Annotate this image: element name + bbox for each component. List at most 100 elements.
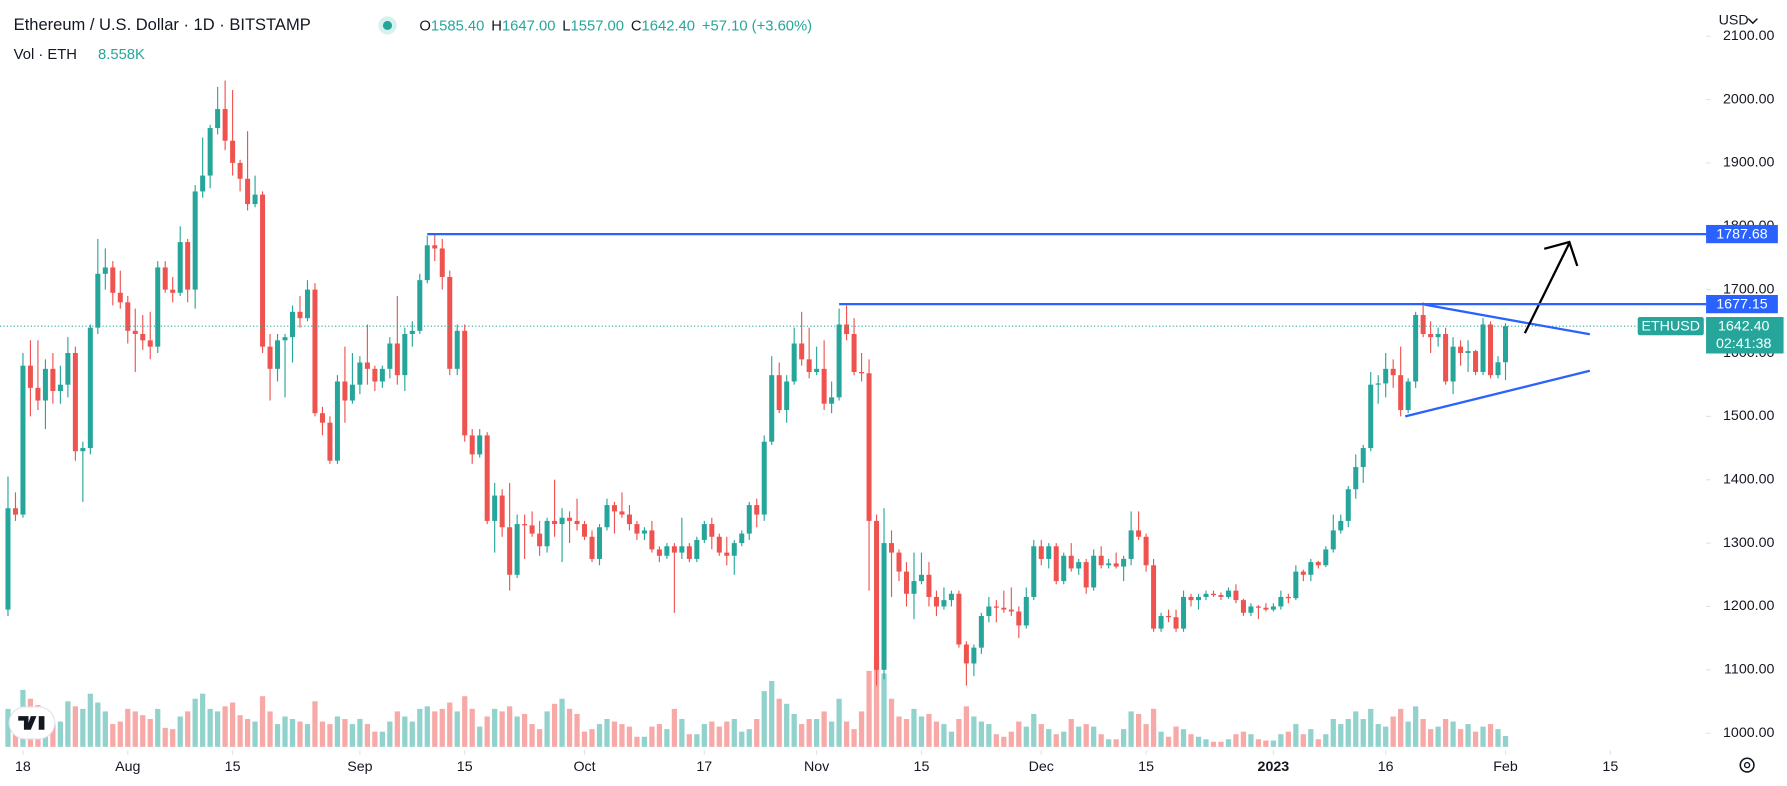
volume-bar xyxy=(978,721,984,747)
candle-body xyxy=(12,508,18,515)
candle-body xyxy=(918,574,924,582)
volume-bar xyxy=(679,719,685,747)
candle-body xyxy=(1308,562,1314,575)
volume-bar xyxy=(1016,721,1022,747)
volume-bar xyxy=(709,721,715,747)
legend-key: L xyxy=(562,19,570,35)
legend-key: C xyxy=(631,19,642,35)
candle-body xyxy=(836,324,842,398)
candle-body xyxy=(671,546,677,553)
candle-body xyxy=(477,435,483,455)
candle-body xyxy=(155,267,161,347)
legend-change: +57.10 (+3.60%) xyxy=(702,19,812,35)
candle-body xyxy=(881,543,887,670)
level-label: 1787.68 xyxy=(1716,226,1768,242)
volume-bar xyxy=(933,721,940,747)
candle-body xyxy=(447,276,453,369)
candle-body xyxy=(1330,530,1336,550)
volume-bar xyxy=(507,706,513,747)
trend-line xyxy=(1424,303,1591,336)
volume-bar xyxy=(237,715,243,747)
y-tick-label: 1300.00 xyxy=(1723,535,1775,551)
candle-body xyxy=(454,330,460,369)
volume-bar xyxy=(1398,708,1404,747)
triangle-drawing xyxy=(1404,303,1591,418)
volume-bar xyxy=(492,708,498,747)
volume-bar xyxy=(1210,741,1217,747)
candle-body xyxy=(821,368,827,404)
volume-bar xyxy=(80,708,86,747)
volume-bar xyxy=(1435,726,1441,747)
candle-body xyxy=(245,178,251,205)
volume-bar xyxy=(229,702,236,747)
settings-icon[interactable] xyxy=(1739,757,1755,773)
volume-bar xyxy=(769,681,775,747)
gear[interactable] xyxy=(1739,757,1755,773)
candle-body xyxy=(1196,596,1202,601)
candle-body xyxy=(596,527,603,559)
candle-body xyxy=(297,311,303,319)
candle-body xyxy=(567,517,573,521)
candle-body xyxy=(1338,520,1344,531)
volume-bar xyxy=(87,693,93,747)
volume-bar xyxy=(731,719,737,747)
candle-body xyxy=(35,387,41,401)
volume-bar xyxy=(664,729,670,747)
volume-last-label: 8.558K xyxy=(98,47,145,63)
candle-body xyxy=(372,368,378,382)
candle-body xyxy=(1255,606,1261,608)
volume-bar xyxy=(1113,739,1119,747)
volume-bar xyxy=(1150,708,1157,747)
volume-bar xyxy=(911,708,917,747)
volume-bar xyxy=(814,719,820,747)
candle-body xyxy=(814,368,820,373)
volume-bar xyxy=(694,734,700,747)
candle-body xyxy=(537,533,543,547)
volume-bar xyxy=(140,715,146,747)
candle-body xyxy=(1098,555,1104,566)
candle-body xyxy=(552,520,558,525)
y-tick-label: 1400.00 xyxy=(1723,471,1775,487)
volume-bar xyxy=(1263,740,1269,747)
candle-body xyxy=(462,330,468,436)
volume-bar xyxy=(1225,739,1232,747)
volume-bar xyxy=(1053,734,1059,747)
candle-body xyxy=(739,533,745,544)
volume-bar xyxy=(1001,736,1007,747)
candle-body xyxy=(1203,593,1209,597)
gear-center[interactable] xyxy=(1743,761,1751,769)
volume-bar xyxy=(327,724,333,747)
volume-bar xyxy=(402,716,408,747)
candle-body xyxy=(701,524,707,540)
candle-body xyxy=(1188,596,1194,601)
candle-body xyxy=(20,365,26,515)
candle-body xyxy=(125,302,131,331)
candle-body xyxy=(1398,375,1404,411)
candle-body xyxy=(1068,555,1074,569)
currency[interactable]: USD xyxy=(1719,13,1749,29)
candle-body xyxy=(1023,596,1029,626)
candle-body xyxy=(50,368,56,392)
volume-bar xyxy=(941,724,947,747)
candle-body xyxy=(215,109,221,129)
volume-bar xyxy=(297,721,303,747)
candle-body xyxy=(102,267,108,274)
volume-bar xyxy=(244,719,251,747)
candle-body xyxy=(1008,609,1014,612)
candle-body xyxy=(177,242,183,293)
last-price-label: 1642.40 xyxy=(1718,318,1770,334)
volume-bar xyxy=(986,724,992,747)
volume-bar xyxy=(454,711,460,747)
candle-body xyxy=(941,600,947,607)
candle-body xyxy=(1450,346,1456,382)
volume-bar xyxy=(439,708,445,747)
volume-bar xyxy=(761,691,767,747)
candle-body xyxy=(903,571,909,594)
volume-bar xyxy=(447,702,453,747)
volume-bar xyxy=(1218,741,1224,747)
symbol-label: ETHUSD xyxy=(1641,318,1700,334)
currency-caret[interactable] xyxy=(1747,18,1758,25)
volume-bar xyxy=(559,698,565,747)
volume-bar xyxy=(1323,734,1329,747)
volume-bar xyxy=(125,708,131,747)
